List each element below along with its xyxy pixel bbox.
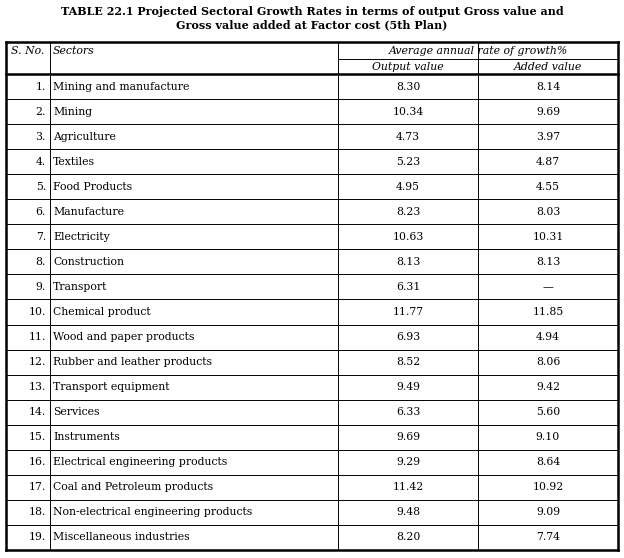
Text: 6.93: 6.93 (396, 332, 420, 342)
Text: 4.: 4. (36, 157, 46, 167)
Text: Rubber and leather products: Rubber and leather products (53, 357, 212, 367)
Text: 8.06: 8.06 (536, 357, 560, 367)
Text: Agriculture: Agriculture (53, 132, 116, 142)
Text: Gross value added at Factor cost (5th Plan): Gross value added at Factor cost (5th Pl… (177, 19, 447, 30)
Text: 19.: 19. (29, 532, 46, 542)
Text: 9.48: 9.48 (396, 507, 420, 517)
Text: 8.: 8. (36, 257, 46, 267)
Text: 11.: 11. (29, 332, 46, 342)
Text: 7.: 7. (36, 232, 46, 242)
Text: 18.: 18. (29, 507, 46, 517)
Text: 4.95: 4.95 (396, 182, 420, 192)
Text: 16.: 16. (29, 458, 46, 467)
Text: 11.77: 11.77 (392, 307, 424, 317)
Text: 5.: 5. (36, 182, 46, 192)
Text: 9.69: 9.69 (536, 107, 560, 117)
Text: 3.: 3. (36, 132, 46, 142)
Text: 12.: 12. (29, 357, 46, 367)
Text: 13.: 13. (29, 382, 46, 392)
Text: 10.34: 10.34 (392, 107, 424, 117)
Text: 8.64: 8.64 (536, 458, 560, 467)
Text: Construction: Construction (53, 257, 124, 267)
Text: 4.55: 4.55 (536, 182, 560, 192)
Text: 9.49: 9.49 (396, 382, 420, 392)
Text: —: — (542, 282, 553, 292)
Text: 8.03: 8.03 (536, 207, 560, 217)
Text: 4.73: 4.73 (396, 132, 420, 142)
Text: 5.60: 5.60 (536, 407, 560, 417)
Text: Output value: Output value (372, 61, 444, 71)
Text: Transport equipment: Transport equipment (53, 382, 170, 392)
Text: Manufacture: Manufacture (53, 207, 124, 217)
Text: TABLE 22.1 Projected Sectoral Growth Rates in terms of output Gross value and: TABLE 22.1 Projected Sectoral Growth Rat… (61, 6, 563, 17)
Text: 9.10: 9.10 (536, 432, 560, 442)
Text: 9.69: 9.69 (396, 432, 420, 442)
Text: 10.63: 10.63 (392, 232, 424, 242)
Text: Transport: Transport (53, 282, 107, 292)
Text: 6.31: 6.31 (396, 282, 420, 292)
Text: 8.52: 8.52 (396, 357, 420, 367)
Text: 4.87: 4.87 (536, 157, 560, 167)
Text: 6.33: 6.33 (396, 407, 420, 417)
Text: 14.: 14. (29, 407, 46, 417)
Text: 8.14: 8.14 (536, 81, 560, 92)
Text: 8.30: 8.30 (396, 81, 420, 92)
Text: 15.: 15. (29, 432, 46, 442)
Text: 6.: 6. (36, 207, 46, 217)
Text: Non-electrical engineering products: Non-electrical engineering products (53, 507, 252, 517)
Text: Instruments: Instruments (53, 432, 120, 442)
Text: Textiles: Textiles (53, 157, 95, 167)
Text: S. No.: S. No. (11, 46, 45, 55)
Text: Mining: Mining (53, 107, 92, 117)
Text: 4.94: 4.94 (536, 332, 560, 342)
Text: 7.74: 7.74 (536, 532, 560, 542)
Text: 8.13: 8.13 (536, 257, 560, 267)
Text: Average annual rate of growth%: Average annual rate of growth% (388, 46, 568, 55)
Text: Wood and paper products: Wood and paper products (53, 332, 194, 342)
Text: 9.42: 9.42 (536, 382, 560, 392)
Text: 8.20: 8.20 (396, 532, 420, 542)
Text: 2.: 2. (36, 107, 46, 117)
Text: Chemical product: Chemical product (53, 307, 150, 317)
Text: 5.23: 5.23 (396, 157, 420, 167)
Text: 8.23: 8.23 (396, 207, 420, 217)
Text: Miscellaneous industries: Miscellaneous industries (53, 532, 190, 542)
Text: 9.: 9. (36, 282, 46, 292)
Text: Services: Services (53, 407, 99, 417)
Text: Food Products: Food Products (53, 182, 132, 192)
Text: 9.09: 9.09 (536, 507, 560, 517)
Text: Sectors: Sectors (53, 46, 95, 55)
Text: 1.: 1. (36, 81, 46, 92)
Text: Mining and manufacture: Mining and manufacture (53, 81, 189, 92)
Text: 9.29: 9.29 (396, 458, 420, 467)
Text: Added value: Added value (514, 61, 582, 71)
Text: 10.: 10. (29, 307, 46, 317)
Text: 3.97: 3.97 (536, 132, 560, 142)
Text: 8.13: 8.13 (396, 257, 420, 267)
Text: Electricity: Electricity (53, 232, 110, 242)
Text: 17.: 17. (29, 482, 46, 492)
Text: Coal and Petroleum products: Coal and Petroleum products (53, 482, 213, 492)
Text: 10.92: 10.92 (532, 482, 563, 492)
Text: Electrical engineering products: Electrical engineering products (53, 458, 227, 467)
Text: 11.85: 11.85 (532, 307, 563, 317)
Text: 10.31: 10.31 (532, 232, 563, 242)
Text: 11.42: 11.42 (392, 482, 424, 492)
